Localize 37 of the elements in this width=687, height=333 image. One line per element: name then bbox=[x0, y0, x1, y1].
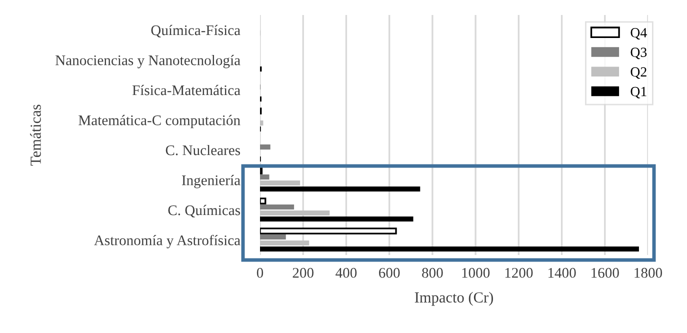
x-tick-label: 1600 bbox=[592, 268, 619, 278]
bar bbox=[260, 228, 397, 234]
y-tick-label: Matemática-C computación bbox=[78, 114, 240, 128]
y-tick-label: Química-Física bbox=[151, 24, 240, 38]
bar bbox=[260, 234, 286, 240]
y-tick-label: Ingeniería bbox=[182, 174, 240, 188]
x-tick-label: 1400 bbox=[548, 268, 576, 278]
x-tick-label: 600 bbox=[379, 268, 400, 278]
bar bbox=[260, 120, 264, 126]
y-tick-label: Astronomía y Astrofísica bbox=[94, 234, 240, 248]
bar bbox=[260, 240, 310, 246]
legend-label: Q1 bbox=[630, 86, 646, 98]
y-tick-label: C. Químicas bbox=[168, 204, 240, 218]
bar bbox=[260, 210, 330, 216]
legend-label: Q4 bbox=[630, 28, 647, 40]
x-tick-label: 1200 bbox=[505, 268, 533, 278]
bar bbox=[260, 198, 266, 204]
legend-label: Q3 bbox=[630, 48, 647, 60]
y-axis-title: Temáticas bbox=[30, 104, 41, 166]
bar bbox=[260, 204, 294, 210]
bar bbox=[260, 144, 270, 150]
bar bbox=[260, 180, 300, 186]
x-axis-title: Impacto (Cr) bbox=[414, 292, 493, 306]
bar bbox=[260, 216, 414, 222]
y-tick-label: Nanociencias y Nanotecnología bbox=[56, 54, 240, 68]
y-tick-label: Física-Matemática bbox=[132, 84, 240, 96]
legend-label: Q2 bbox=[630, 67, 646, 79]
x-tick-label: 0 bbox=[256, 268, 264, 278]
x-tick-label: 1000 bbox=[462, 268, 490, 278]
bar bbox=[260, 186, 420, 192]
bar bbox=[260, 246, 639, 252]
x-tick-label: 1800 bbox=[634, 268, 662, 278]
x-tick-label: 200 bbox=[292, 268, 314, 278]
y-tick-label: C. Nucleares bbox=[166, 144, 240, 156]
x-tick-label: 800 bbox=[422, 268, 443, 278]
bar bbox=[260, 174, 270, 180]
x-tick-label: 400 bbox=[336, 268, 357, 278]
